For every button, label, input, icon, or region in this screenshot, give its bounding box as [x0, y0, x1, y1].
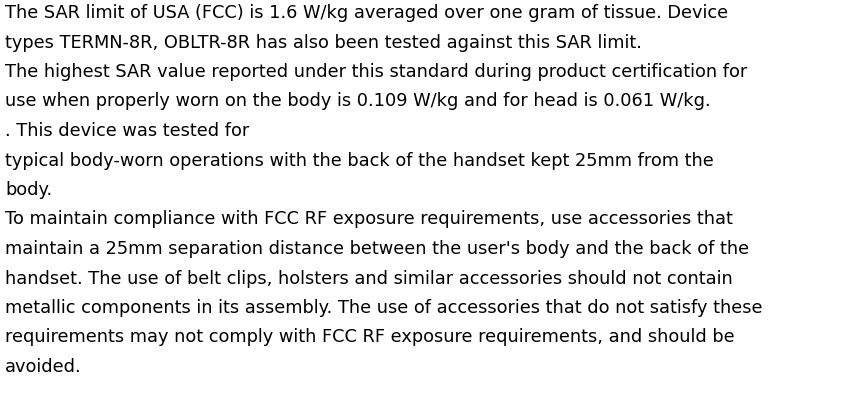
Text: requirements may not comply with FCC RF exposure requirements, and should be: requirements may not comply with FCC RF … — [5, 328, 734, 347]
Text: avoided.: avoided. — [5, 358, 81, 376]
Text: To maintain compliance with FCC RF exposure requirements, use accessories that: To maintain compliance with FCC RF expos… — [5, 210, 733, 229]
Text: The highest SAR value reported under this standard during product certification : The highest SAR value reported under thi… — [5, 63, 747, 81]
Text: maintain a 25mm separation distance between the user's body and the back of the: maintain a 25mm separation distance betw… — [5, 240, 749, 258]
Text: . This device was tested for: . This device was tested for — [5, 122, 249, 140]
Text: metallic components in its assembly. The use of accessories that do not satisfy : metallic components in its assembly. The… — [5, 299, 762, 317]
Text: body.: body. — [5, 181, 52, 199]
Text: handset. The use of belt clips, holsters and similar accessories should not cont: handset. The use of belt clips, holsters… — [5, 269, 733, 288]
Text: typical body-worn operations with the back of the handset kept 25mm from the: typical body-worn operations with the ba… — [5, 152, 714, 170]
Text: use when properly worn on the body is 0.109 W/kg and for head is 0.061 W/kg.: use when properly worn on the body is 0.… — [5, 93, 711, 111]
Text: types TERMN-8R, OBLTR-8R has also been tested against this SAR limit.: types TERMN-8R, OBLTR-8R has also been t… — [5, 34, 642, 51]
Text: The SAR limit of USA (FCC) is 1.6 W/kg averaged over one gram of tissue. Device: The SAR limit of USA (FCC) is 1.6 W/kg a… — [5, 4, 728, 22]
